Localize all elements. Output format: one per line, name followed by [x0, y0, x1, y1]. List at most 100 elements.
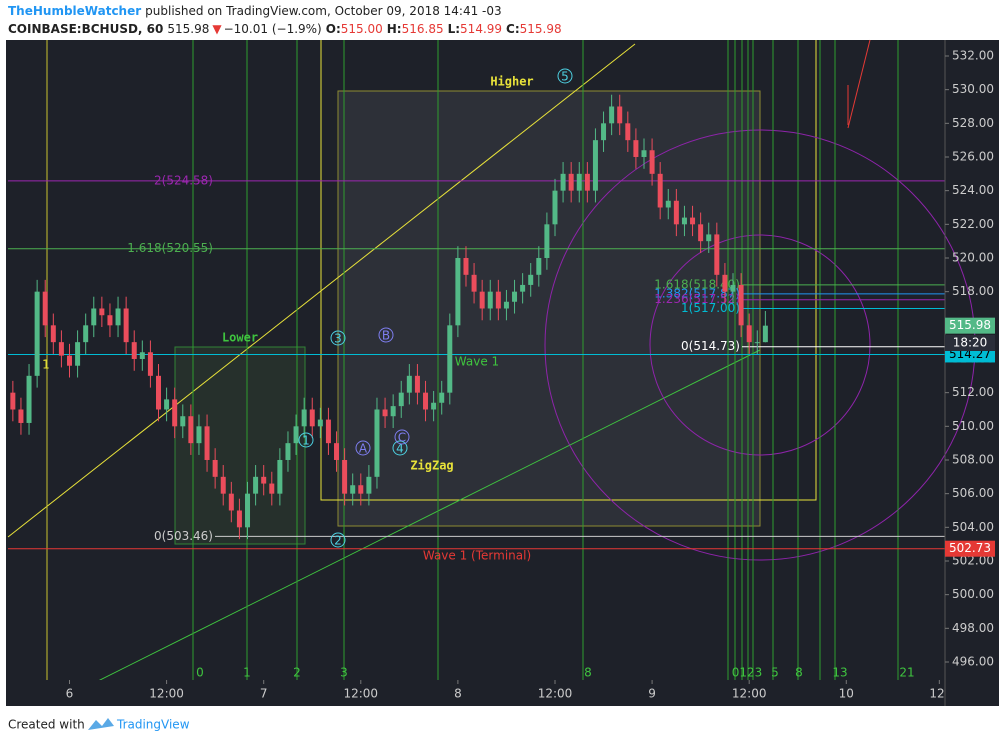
candle-body: [601, 123, 607, 141]
annotation: Higher: [490, 75, 533, 89]
candle-body: [366, 476, 372, 494]
y-tick-label: 510.00: [952, 419, 994, 433]
candle-body: [107, 315, 113, 326]
candle-body: [42, 291, 48, 326]
key: H:: [387, 22, 402, 36]
candle-body: [131, 342, 137, 359]
candle-body: [398, 392, 404, 407]
y-tick-label: 522.00: [952, 217, 994, 231]
wave-marker: [394, 429, 410, 445]
logo: [88, 718, 114, 730]
x-tick-label: 6: [66, 687, 74, 701]
time-zone-label: 8: [795, 666, 803, 680]
candle-body: [463, 257, 469, 275]
x-tick-label: 12:00: [732, 687, 767, 701]
annotation: Wave 1: [455, 355, 499, 369]
wave-marker: [378, 327, 394, 343]
created: Created with: [8, 718, 85, 732]
time-zone-label: 5: [771, 666, 779, 680]
candle-body: [147, 352, 153, 376]
wave-label: 2: [334, 534, 342, 548]
candle-body: [552, 190, 558, 225]
candle-body: [342, 459, 348, 494]
candle-body: [350, 485, 356, 494]
y-tick-label: 496.00: [952, 654, 994, 668]
x-tick-label: 8: [454, 687, 462, 701]
candle-body: [358, 485, 364, 494]
candle-body: [617, 106, 623, 124]
candle-body: [196, 426, 202, 444]
fib-label: 0(514.73): [681, 339, 740, 353]
candle-body: [439, 392, 445, 403]
y-tick-label: 518.00: [952, 284, 994, 298]
y-tick-label: 504.00: [952, 520, 994, 534]
candle-body: [560, 173, 566, 191]
y-tick-label: 508.00: [952, 452, 994, 466]
candle-body: [609, 106, 615, 124]
time-zone-label: 3: [340, 666, 348, 680]
axes: 496.00 498.00 500.00 502.00 504.00 506.00 508.…: [66, 48, 995, 701]
change: −10.01 (−1.9%): [224, 22, 322, 36]
y-tick-label: 530.00: [952, 82, 994, 96]
candle-body: [75, 342, 81, 366]
brand[interactable]: TradingView: [116, 718, 190, 732]
time-zone-label: 21: [899, 666, 914, 680]
candle-body: [633, 140, 639, 157]
annotations: Higher Lower ZigZag: [222, 75, 534, 473]
candle-body: [495, 291, 501, 309]
price-tag: [945, 540, 995, 557]
candle-body: [568, 173, 574, 191]
y-tick-label: 512.00: [952, 385, 994, 399]
fib-circle: [649, 234, 871, 456]
wave-labels: 1 2 3 4 5 A B C 1: [42, 68, 573, 548]
candle-body: [762, 325, 768, 343]
wave-marker: [330, 532, 346, 548]
fib-label: 1.382(517.87): [654, 286, 740, 300]
candle-body: [390, 406, 396, 417]
candle-body: [738, 284, 744, 326]
candle-body: [512, 291, 518, 302]
fib-label: 1.236(517.52): [654, 292, 740, 306]
x-tick-label: 7: [260, 687, 268, 701]
candle-body: [180, 416, 186, 427]
quote: COINBASE:BCHUSD, 60 515.98 ▼ −10.01 (−1.9%)…: [8, 22, 562, 36]
countdown: 18:20: [953, 336, 988, 350]
candle-body: [706, 234, 712, 242]
candle-body: [50, 325, 56, 343]
x-tick-label: 9: [648, 687, 656, 701]
wave-label: 1: [302, 434, 310, 448]
value: 516.85: [402, 22, 444, 36]
time-zone-label: 1: [243, 666, 251, 680]
value: 515.00: [341, 22, 383, 36]
time-zone-label: 0: [196, 666, 204, 680]
candle-body: [592, 140, 598, 191]
y-tick-label: 498.00: [952, 621, 994, 635]
candle-body: [212, 459, 218, 477]
candle-body: [26, 375, 32, 423]
candle-body: [123, 308, 129, 343]
candle-body: [503, 301, 509, 309]
x-axis-bg: [6, 680, 945, 706]
y-tick-label: 506.00: [952, 486, 994, 500]
candle-body: [382, 409, 388, 417]
key: O:: [326, 22, 341, 36]
candle-body: [714, 234, 720, 275]
candle-body: [325, 419, 331, 444]
x-tick-label: 12:00: [538, 687, 573, 701]
y-tick-label: 524.00: [952, 183, 994, 197]
last: 515.98: [167, 22, 209, 36]
price-tag-label: 515.98: [949, 318, 991, 332]
candle-body: [309, 409, 315, 427]
candle-body: [10, 392, 16, 410]
time-zone-label: 2: [293, 666, 301, 680]
arrow: ▼: [212, 22, 222, 36]
candle-body: [673, 200, 679, 225]
candle-body: [34, 291, 40, 376]
candle-body: [172, 399, 178, 427]
candle-body: [520, 284, 526, 292]
header: TheHumbleWatcher published on TradingView…: [8, 4, 502, 18]
candle-body: [374, 409, 380, 477]
candle-body: [245, 493, 251, 528]
y-tick-label: 502.00: [952, 553, 994, 567]
candle-body: [641, 150, 647, 157]
